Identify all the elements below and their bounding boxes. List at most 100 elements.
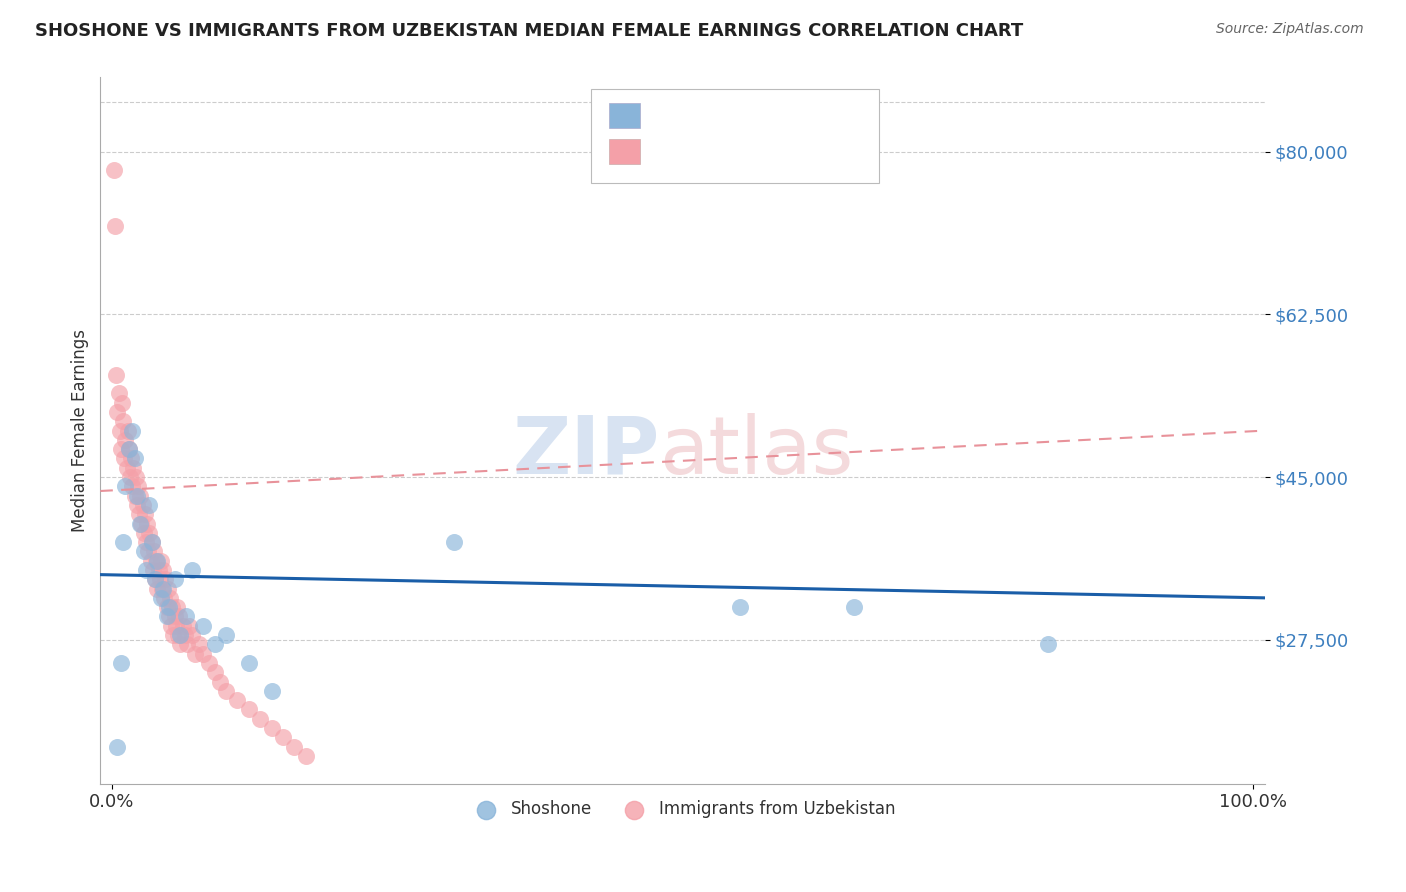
Legend: Shoshone, Immigrants from Uzbekistan: Shoshone, Immigrants from Uzbekistan [463, 794, 903, 825]
Point [166, 600, 188, 615]
Point [118, 442, 141, 457]
Point [120, 451, 142, 466]
Point [260, 721, 283, 735]
Point [114, 479, 136, 493]
Point [112, 535, 135, 549]
Point [135, 563, 157, 577]
Point [125, 498, 148, 512]
Text: -0.030: -0.030 [688, 107, 752, 125]
Point [238, 702, 260, 716]
Text: R =: R = [648, 107, 688, 125]
Point [174, 609, 197, 624]
Point [135, 535, 157, 549]
Point [187, 637, 209, 651]
Point [143, 572, 166, 586]
Point [163, 609, 186, 624]
Point [260, 683, 283, 698]
Point [160, 619, 183, 633]
Point [107, 739, 129, 754]
Point [128, 507, 150, 521]
Text: N =: N = [768, 107, 807, 125]
Point [138, 525, 160, 540]
Point [191, 619, 214, 633]
Point [159, 591, 181, 605]
Point [167, 609, 190, 624]
Point [105, 368, 128, 382]
Point [162, 628, 184, 642]
Point [1036, 637, 1059, 651]
Point [136, 544, 159, 558]
Point [191, 647, 214, 661]
Point [143, 544, 166, 558]
Point [226, 693, 249, 707]
Point [107, 405, 129, 419]
Point [173, 628, 195, 642]
Point [129, 516, 152, 531]
Text: N =: N = [768, 143, 807, 161]
Point [238, 656, 260, 670]
Point [443, 535, 465, 549]
Point [136, 516, 159, 531]
Point [111, 395, 134, 409]
Point [108, 424, 131, 438]
Point [167, 628, 190, 642]
Point [184, 647, 207, 661]
Point [125, 470, 148, 484]
Point [156, 582, 179, 596]
Point [146, 554, 169, 568]
Point [155, 572, 177, 586]
Point [124, 451, 146, 466]
Text: SHOSHONE VS IMMIGRANTS FROM UZBEKISTAN MEDIAN FEMALE EARNINGS CORRELATION CHART: SHOSHONE VS IMMIGRANTS FROM UZBEKISTAN M… [35, 22, 1024, 40]
Point [215, 628, 238, 642]
Point [162, 600, 184, 615]
Point [132, 525, 155, 540]
Point [157, 600, 180, 615]
Point [110, 442, 132, 457]
Point [204, 637, 226, 651]
Point [176, 637, 198, 651]
Point [131, 516, 153, 531]
Text: ZIP: ZIP [512, 413, 659, 491]
Point [215, 683, 238, 698]
Point [155, 609, 177, 624]
Point [122, 460, 145, 475]
Point [180, 563, 202, 577]
Point [121, 479, 143, 493]
Point [148, 563, 170, 577]
Point [129, 489, 152, 503]
Text: 78: 78 [807, 143, 832, 161]
Point [118, 442, 141, 457]
Point [149, 554, 172, 568]
Point [107, 386, 129, 401]
Point [117, 424, 139, 438]
Point [134, 507, 156, 521]
Point [150, 582, 173, 596]
Point [141, 535, 163, 549]
Point [149, 591, 172, 605]
Point [172, 619, 194, 633]
Point [249, 712, 271, 726]
Point [131, 498, 153, 512]
Point [163, 572, 186, 586]
Point [165, 619, 187, 633]
Point [115, 460, 138, 475]
Point [104, 219, 127, 234]
Point [145, 554, 167, 568]
Point [112, 451, 135, 466]
Point [103, 163, 125, 178]
Point [179, 619, 201, 633]
Point [141, 535, 163, 549]
Point [142, 563, 165, 577]
Point [271, 731, 294, 745]
Point [153, 591, 176, 605]
Point [152, 582, 174, 596]
Text: atlas: atlas [659, 413, 853, 491]
Point [842, 600, 865, 615]
Point [169, 628, 191, 642]
Point [155, 600, 177, 615]
Point [728, 600, 751, 615]
Point [146, 582, 169, 596]
Point [169, 637, 191, 651]
Text: 0.014: 0.014 [688, 143, 744, 161]
Point [180, 628, 202, 642]
